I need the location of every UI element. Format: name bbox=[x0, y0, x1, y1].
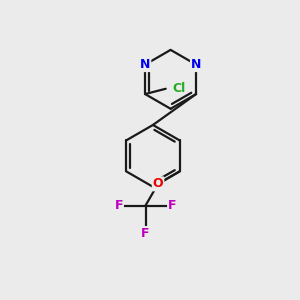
Text: Cl: Cl bbox=[172, 82, 186, 95]
Text: N: N bbox=[191, 58, 201, 71]
Text: F: F bbox=[115, 199, 123, 212]
Text: F: F bbox=[168, 199, 177, 212]
Text: O: O bbox=[153, 177, 164, 190]
Text: N: N bbox=[140, 58, 150, 71]
Text: F: F bbox=[141, 227, 150, 240]
